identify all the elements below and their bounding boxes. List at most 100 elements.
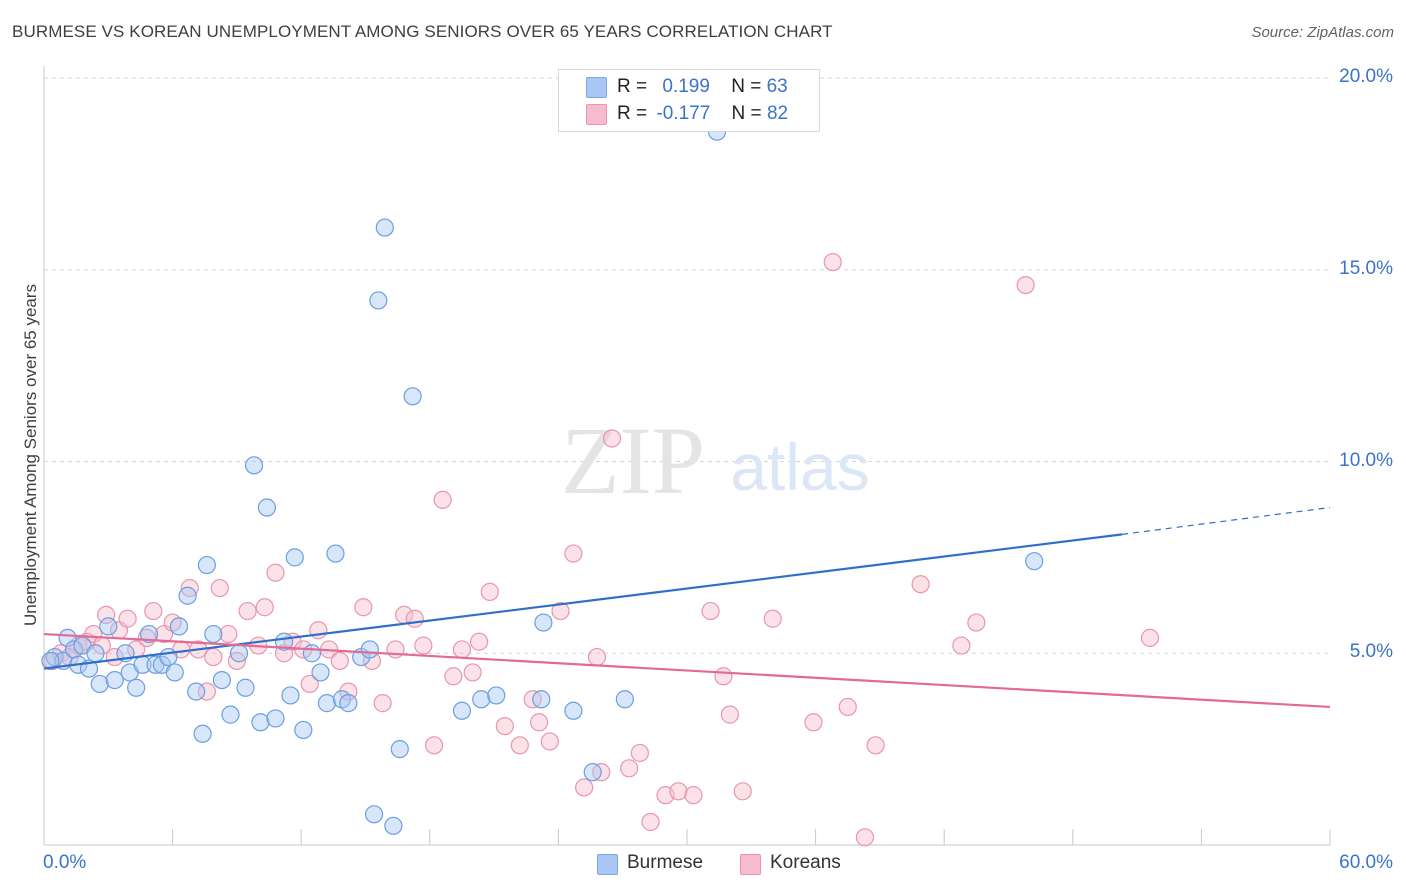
legend-koreans-swatch — [740, 854, 761, 875]
burmese-point — [339, 694, 358, 713]
burmese-point — [317, 694, 337, 713]
burmese-point — [41, 651, 60, 671]
burmese-point — [127, 678, 146, 697]
burmese-point — [384, 816, 403, 835]
korean-point — [255, 598, 274, 617]
korean-point — [238, 601, 257, 621]
burmese-point — [90, 674, 109, 694]
legend-koreans-label: Koreans — [770, 852, 841, 873]
korean-point — [587, 647, 607, 667]
korean-point — [1140, 628, 1160, 648]
korean-point — [452, 640, 472, 659]
korean-point — [804, 713, 823, 732]
korean-point — [210, 578, 229, 598]
burmese-point — [534, 613, 553, 632]
korean-point — [701, 601, 720, 621]
burmese-point — [244, 456, 264, 475]
korean-point — [354, 598, 373, 617]
burmese-point — [99, 617, 118, 636]
burmese-point — [236, 678, 255, 697]
burmese-point — [564, 701, 583, 720]
legend-burmese-swatch — [597, 854, 618, 875]
y-tick-label: 5.0% — [1349, 641, 1393, 663]
korean-point — [405, 609, 424, 628]
korean-point — [641, 812, 660, 832]
korean-point — [144, 601, 163, 621]
burmese-point — [266, 709, 285, 728]
korean-point — [602, 429, 622, 448]
korean-point — [720, 705, 739, 724]
korean-point — [823, 252, 842, 272]
korean-point — [575, 778, 594, 797]
y-tick-label: 15.0% — [1339, 257, 1393, 279]
korean-point — [510, 736, 529, 755]
burmese-stats-row: R = 0.199 N = 63 — [617, 76, 788, 98]
korean-point — [733, 782, 752, 801]
burmese-point — [294, 720, 313, 740]
korean-point — [444, 667, 463, 686]
burmese-point — [105, 670, 124, 690]
korean-point — [838, 697, 857, 717]
korean-point — [495, 717, 514, 736]
korean-point — [266, 563, 285, 582]
burmese-point — [311, 663, 330, 682]
burmese-point — [369, 291, 388, 310]
korean-point — [684, 786, 703, 805]
burmese-point — [364, 805, 384, 824]
burmese-point — [615, 690, 634, 709]
burmese-point — [193, 724, 212, 743]
korean-point — [197, 682, 216, 701]
korean-n-value: 82 — [766, 103, 789, 124]
korean-point — [855, 828, 874, 847]
x-tick-max: 60.0% — [1339, 852, 1393, 873]
korean-point — [564, 544, 583, 563]
burmese-point — [165, 663, 184, 682]
korean-r-value: -0.177 — [656, 103, 711, 124]
burmese-point — [285, 548, 304, 567]
korean-point — [463, 663, 482, 682]
korean-point — [118, 609, 137, 628]
y-tick-label: 20.0% — [1339, 66, 1393, 87]
chart-title: BURMESE VS KOREAN UNEMPLOYMENT AMONG SEN… — [12, 22, 833, 41]
korean-point — [763, 609, 782, 628]
korean-point — [433, 490, 452, 509]
burmese-point — [532, 690, 551, 709]
watermark: ZIP atlas — [561, 407, 870, 514]
burmese-point — [403, 387, 422, 406]
korean-point — [97, 605, 116, 625]
burmese-point — [326, 544, 345, 563]
burmese-point — [390, 740, 409, 759]
korean-point — [330, 651, 349, 671]
burmese-point — [375, 218, 394, 237]
legend-burmese-label: Burmese — [627, 852, 704, 873]
korean-n-label: N = — [731, 103, 762, 124]
burmese-point — [583, 763, 602, 782]
korean-point — [911, 575, 930, 594]
korean-stats-swatch — [586, 104, 607, 125]
korean-point — [866, 736, 885, 755]
burmese-point — [187, 682, 206, 701]
korean-point — [300, 674, 319, 694]
burmese-n-value: 63 — [766, 76, 788, 97]
burmese-point — [204, 624, 223, 644]
korean-point — [424, 736, 444, 755]
burmese-point — [487, 686, 506, 705]
burmese-point — [221, 705, 240, 724]
burmese-trend-extension — [1122, 506, 1331, 535]
burmese-point — [257, 498, 277, 517]
korean-point — [952, 636, 971, 655]
korean-point — [530, 713, 549, 732]
burmese-point — [58, 628, 77, 648]
burmese-n-label: N = — [731, 76, 762, 97]
burmese-point — [169, 617, 189, 636]
burmese-point — [229, 644, 249, 663]
burmese-points — [41, 122, 1044, 835]
burmese-point — [212, 670, 231, 690]
korean-point — [620, 759, 639, 778]
burmese-point — [178, 586, 197, 605]
watermark-atlas: atlas — [730, 430, 869, 504]
burmese-point — [281, 686, 300, 705]
trend-lines — [43, 506, 1331, 709]
burmese-point — [197, 555, 216, 575]
